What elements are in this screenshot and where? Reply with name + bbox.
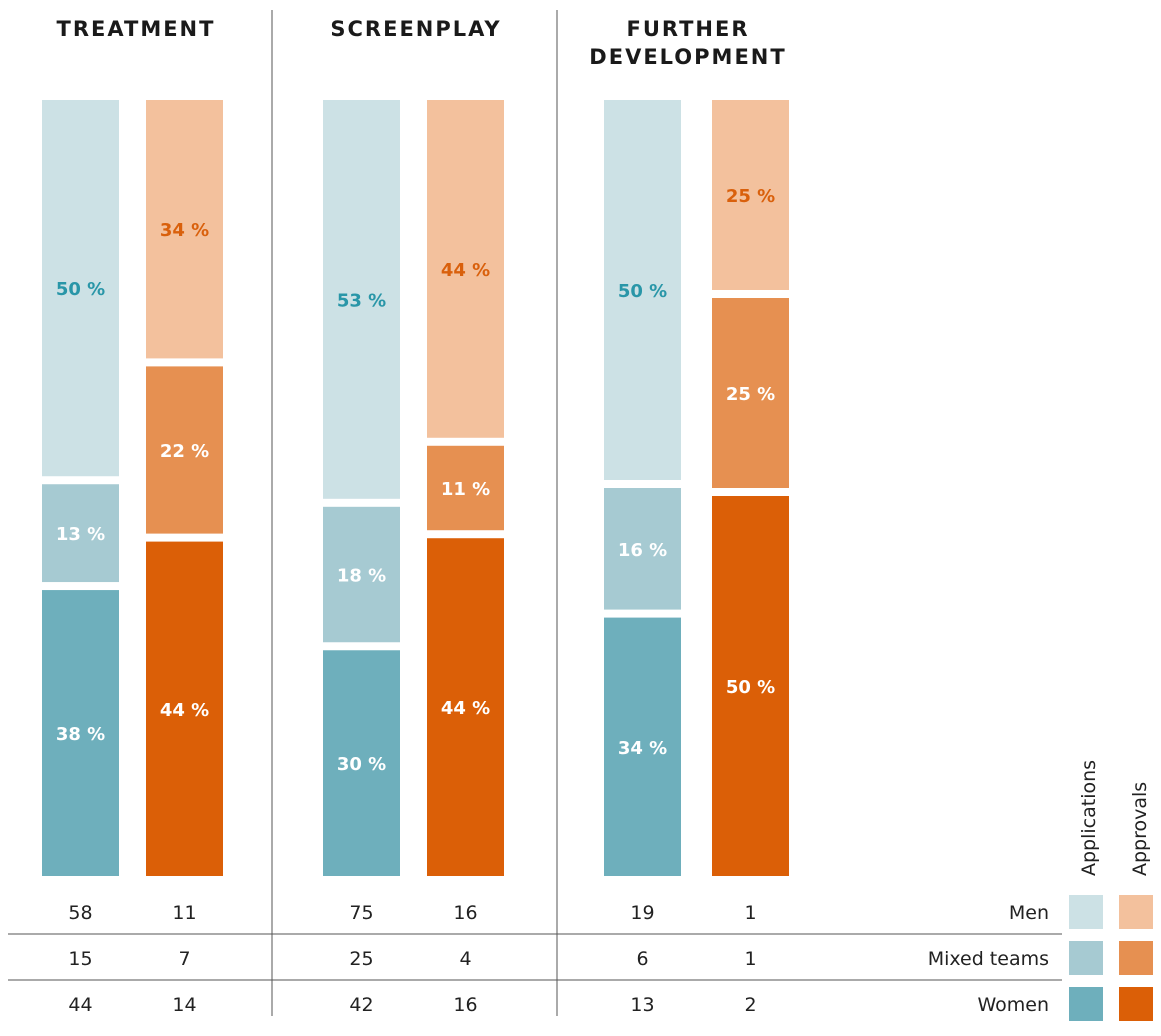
approvals-mixed-label: 22 %: [160, 441, 209, 462]
legend-column-applications: Applications: [1078, 760, 1100, 876]
approvals-women-label: 50 %: [726, 677, 775, 698]
applications-women-bar: [42, 590, 119, 876]
approvals-mixed-bar: [427, 445, 504, 531]
applications-women-label: 30 %: [337, 754, 386, 775]
applications-men-label: 53 %: [337, 290, 386, 311]
approvals-men-label: 44 %: [441, 260, 490, 281]
legend-swatch-applications-mixed: [1069, 941, 1103, 975]
approvals-men-count: 1: [744, 902, 756, 924]
applications-mixed-count: 25: [349, 948, 373, 970]
applications-mixed-label: 18 %: [337, 566, 386, 587]
applications-men-bar: [604, 100, 681, 480]
approvals-mixed-count: 4: [459, 948, 471, 970]
approvals-women-bar: [427, 538, 504, 876]
legend-swatch-approvals-mixed: [1119, 941, 1153, 975]
applications-women-count: 42: [349, 994, 373, 1016]
applications-mixed-label: 13 %: [56, 524, 105, 545]
approvals-women-count: 14: [172, 994, 196, 1016]
legend-label-mixed: Mixed teams: [928, 948, 1049, 970]
applications-women-label: 38 %: [56, 724, 105, 745]
group-title: SCREENPLAY: [330, 17, 501, 41]
applications-women-label: 34 %: [618, 738, 667, 759]
approvals-women-bar: [146, 541, 223, 876]
applications-women-count: 44: [68, 994, 92, 1016]
approvals-men-count: 11: [172, 902, 196, 924]
approvals-women-label: 44 %: [160, 700, 209, 721]
group-title: TREATMENT: [57, 17, 216, 41]
legend-label-men: Men: [1009, 902, 1049, 924]
applications-mixed-bar: [604, 488, 681, 610]
applications-men-bar: [323, 100, 400, 499]
applications-men-count: 19: [630, 902, 654, 924]
applications-mixed-count: 6: [636, 948, 648, 970]
applications-women-bar: [323, 650, 400, 876]
legend-swatch-approvals-men: [1119, 895, 1153, 929]
applications-men-count: 75: [349, 902, 373, 924]
approvals-mixed-label: 25 %: [726, 384, 775, 405]
approvals-mixed-bar: [712, 298, 789, 488]
approvals-women-count: 16: [453, 994, 477, 1016]
group-title: FURTHER DEVELOPMENT: [589, 17, 786, 69]
approvals-men-label: 34 %: [160, 220, 209, 241]
approvals-mixed-bar: [146, 366, 223, 534]
legend-column-approvals: Approvals: [1129, 782, 1151, 876]
legend-swatch-applications-men: [1069, 895, 1103, 929]
applications-men-count: 58: [68, 902, 92, 924]
applications-women-count: 13: [630, 994, 654, 1016]
approvals-men-bar: [712, 100, 789, 290]
approvals-men-label: 25 %: [726, 186, 775, 207]
legend-swatch-applications-women: [1069, 987, 1103, 1021]
legend-swatch-approvals-women: [1119, 987, 1153, 1021]
approvals-mixed-count: 1: [744, 948, 756, 970]
approvals-mixed-count: 7: [178, 948, 190, 970]
applications-men-label: 50 %: [618, 281, 667, 302]
approvals-men-bar: [427, 100, 504, 438]
approvals-men-count: 16: [453, 902, 477, 924]
applications-mixed-bar: [323, 506, 400, 643]
applications-mixed-count: 15: [68, 948, 92, 970]
approvals-women-count: 2: [744, 994, 756, 1016]
legend-label-women: Women: [977, 994, 1049, 1016]
applications-women-bar: [604, 617, 681, 876]
approvals-women-label: 44 %: [441, 698, 490, 719]
applications-mixed-bar: [42, 484, 119, 583]
applications-men-bar: [42, 100, 119, 477]
approvals-women-bar: [712, 496, 789, 876]
approvals-mixed-label: 11 %: [441, 479, 490, 500]
applications-men-label: 50 %: [56, 279, 105, 300]
applications-mixed-label: 16 %: [618, 540, 667, 561]
approvals-men-bar: [146, 100, 223, 359]
